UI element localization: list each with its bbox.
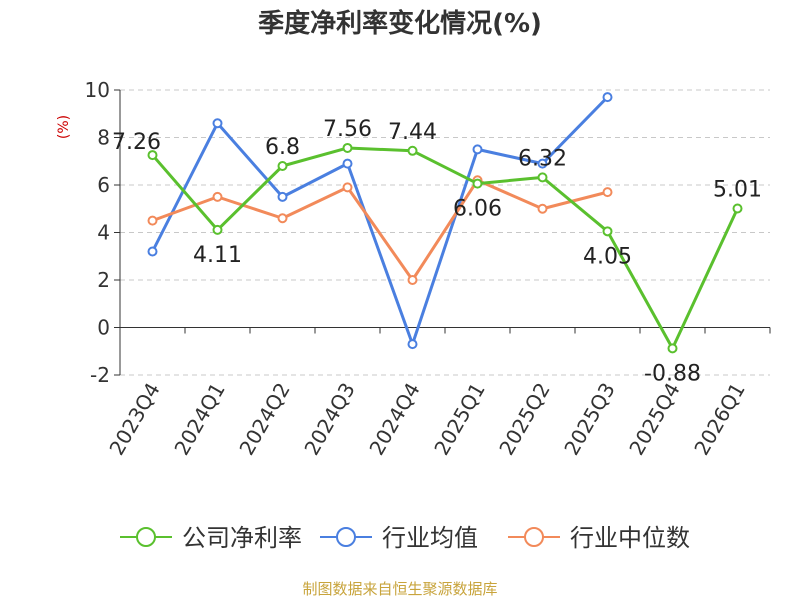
legend-marker (336, 527, 356, 547)
series-line (151, 96, 609, 346)
legend: 公司净利率 行业均值 行业中位数 (120, 524, 690, 552)
data-point (212, 118, 223, 129)
data-point (277, 213, 288, 224)
x-tick-label: 2025Q2 (494, 379, 554, 460)
data-point (342, 182, 353, 193)
y-tick-label: 8 (97, 126, 110, 150)
data-point (602, 187, 613, 198)
y-tick-label: 0 (97, 316, 110, 340)
data-point (472, 178, 483, 189)
chart-title: 季度净利率变化情况(%) (258, 8, 542, 39)
data-point (472, 144, 483, 155)
y-tick-label: -2 (90, 363, 110, 387)
y-axis-label: (%) (56, 115, 72, 139)
data-point (147, 150, 158, 161)
data-point (602, 226, 613, 237)
data-label: 6.06 (453, 197, 502, 222)
x-tick-label: 2024Q3 (299, 379, 359, 460)
data-label: 4.11 (193, 243, 242, 268)
legend-label: 行业中位数 (570, 524, 690, 552)
data-point (277, 191, 288, 202)
x-tick-label: 2024Q2 (234, 379, 294, 460)
data-label: 4.05 (583, 244, 632, 269)
data-point (407, 339, 418, 350)
legend-marker (524, 527, 544, 547)
data-point (537, 172, 548, 183)
legend-marker (136, 527, 156, 547)
data-point (407, 145, 418, 156)
data-point (212, 191, 223, 202)
y-tick-label: 10 (85, 78, 110, 102)
x-tick-label: 2026Q1 (689, 379, 749, 460)
data-label: -0.88 (644, 361, 701, 386)
y-tick-label: 4 (97, 221, 110, 245)
data-point (342, 158, 353, 169)
data-point (212, 224, 223, 235)
data-label: 7.26 (112, 130, 161, 155)
data-label: 7.56 (323, 117, 372, 142)
series-layer (147, 92, 743, 354)
data-labels: 7.26 4.11 6.8 7.56 7.44 6.06 6.32 4.05 -0.88 5.01 (112, 117, 762, 386)
data-label: 6.8 (265, 135, 300, 160)
data-point (147, 246, 158, 257)
legend-label: 行业均值 (382, 524, 478, 552)
x-tick-label: 2025Q3 (559, 379, 619, 460)
data-point (407, 275, 418, 285)
data-point (537, 158, 548, 169)
x-tick-label: 2025Q4 (624, 379, 684, 460)
x-tick-label: 2024Q1 (169, 379, 229, 460)
x-tick-label: 2025Q1 (429, 379, 489, 460)
x-tick-label: 2023Q4 (104, 379, 164, 460)
y-tick-label: 2 (97, 268, 110, 292)
series-line (151, 146, 739, 350)
data-point (732, 203, 743, 214)
series-line (151, 178, 608, 282)
data-label: 6.32 (518, 146, 567, 171)
data-point (277, 161, 288, 171)
data-point (147, 215, 158, 226)
data-label: 7.44 (388, 120, 437, 145)
legend-label: 公司净利率 (182, 524, 302, 552)
data-point (342, 142, 353, 153)
data-point (537, 203, 548, 214)
source-note: 制图数据来自恒生聚源数据库 (302, 580, 497, 598)
y-tick-label: 6 (97, 173, 110, 197)
data-label: 5.01 (713, 178, 762, 203)
x-tick-label: 2024Q4 (364, 379, 424, 460)
data-point (602, 92, 613, 103)
data-point (667, 343, 678, 354)
